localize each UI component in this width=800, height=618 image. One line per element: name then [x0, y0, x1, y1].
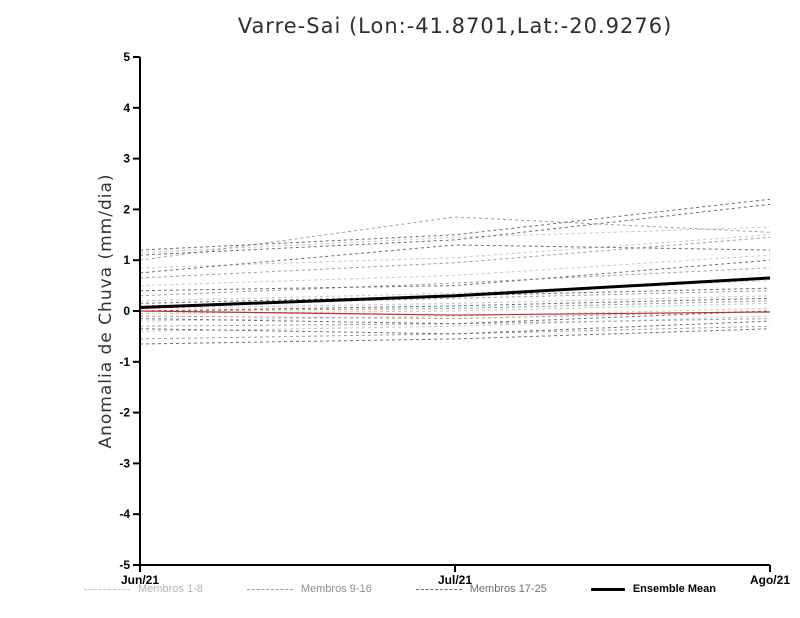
legend-label-members-9-16: Membros 9-16 — [300, 583, 372, 595]
member-line — [139, 244, 771, 274]
y-tick-label: 5 — [123, 50, 130, 64]
legend-label-members-1-8: Membros 1-8 — [138, 583, 203, 595]
y-tick-label: -3 — [119, 456, 130, 470]
legend-line-ensemble-mean-icon — [590, 587, 625, 591]
chart-title: Varre-Sai (Lon:-41.8701,Lat:-20.9276) — [237, 14, 673, 38]
group-membros-17-25 — [139, 198, 771, 345]
member-line — [139, 216, 771, 261]
member-line — [139, 234, 771, 269]
x-tick-label: Jul/21 — [438, 573, 472, 587]
y-tick-label: 0 — [123, 304, 130, 318]
legend-label-members-17-25: Membros 17-25 — [469, 583, 547, 595]
legend-item-members-17-25: Membros 17-25 — [415, 583, 547, 595]
y-tick-label: 1 — [123, 253, 130, 267]
legend-line-members-9-16-icon — [246, 588, 293, 590]
legend-item-members-1-8: Membros 1-8 — [84, 583, 203, 595]
y-tick-label: 4 — [123, 101, 130, 115]
legend-label-ensemble-mean: Ensemble Mean — [632, 583, 716, 595]
legend-line-members-17-25-icon — [415, 588, 462, 590]
group-membros-1-8 — [139, 226, 771, 332]
y-tick-label: -5 — [119, 558, 130, 572]
x-tick-label: Jun/21 — [121, 573, 159, 587]
y-tick-label: -4 — [119, 507, 130, 521]
legend: Membros 1-8 Membros 9-16 Membros 17-25 E… — [0, 583, 800, 595]
reference-line — [139, 310, 771, 316]
y-tick-label: 3 — [123, 152, 130, 166]
member-line — [139, 295, 771, 309]
member-line — [139, 203, 771, 256]
member-line — [139, 267, 771, 297]
legend-item-members-9-16: Membros 9-16 — [246, 583, 372, 595]
group-membros-9-16 — [139, 216, 771, 340]
y-tick-label: 2 — [123, 202, 130, 216]
x-tick-label: Ago/21 — [750, 573, 790, 587]
member-line — [139, 325, 771, 340]
legend-line-members-1-8-icon — [84, 588, 131, 590]
member-line — [139, 236, 771, 279]
member-line — [139, 328, 771, 345]
member-line — [139, 198, 771, 251]
member-line — [139, 259, 771, 292]
y-tick-label: -1 — [119, 355, 130, 369]
member-line — [139, 315, 771, 332]
ensemble-mean-line — [139, 276, 771, 309]
y-tick-label: -2 — [119, 406, 130, 420]
member-line — [139, 254, 771, 287]
legend-item-ensemble-mean: Ensemble Mean — [590, 583, 716, 595]
